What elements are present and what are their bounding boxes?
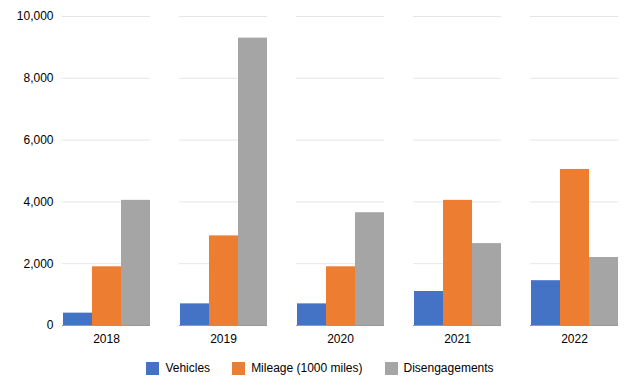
svg-text:10,000: 10,000 [17,9,54,23]
svg-text:0: 0 [47,318,54,332]
svg-text:2019: 2019 [210,332,237,346]
svg-text:2020: 2020 [327,332,354,346]
svg-text:4,000: 4,000 [23,195,53,209]
svg-text:6,000: 6,000 [23,133,53,147]
svg-text:2,000: 2,000 [23,257,53,271]
html-text:Mileage (1000 miles): Mileage (1000 miles) [251,361,363,375]
svg-text:2021: 2021 [444,332,471,346]
html-text:Disengagements: Disengagements [403,361,494,375]
svg-text:2022: 2022 [561,332,588,346]
html-text:Vehicles: Vehicles [165,361,211,375]
svg-text:2018: 2018 [93,332,120,346]
svg-text:8,000: 8,000 [23,71,53,85]
